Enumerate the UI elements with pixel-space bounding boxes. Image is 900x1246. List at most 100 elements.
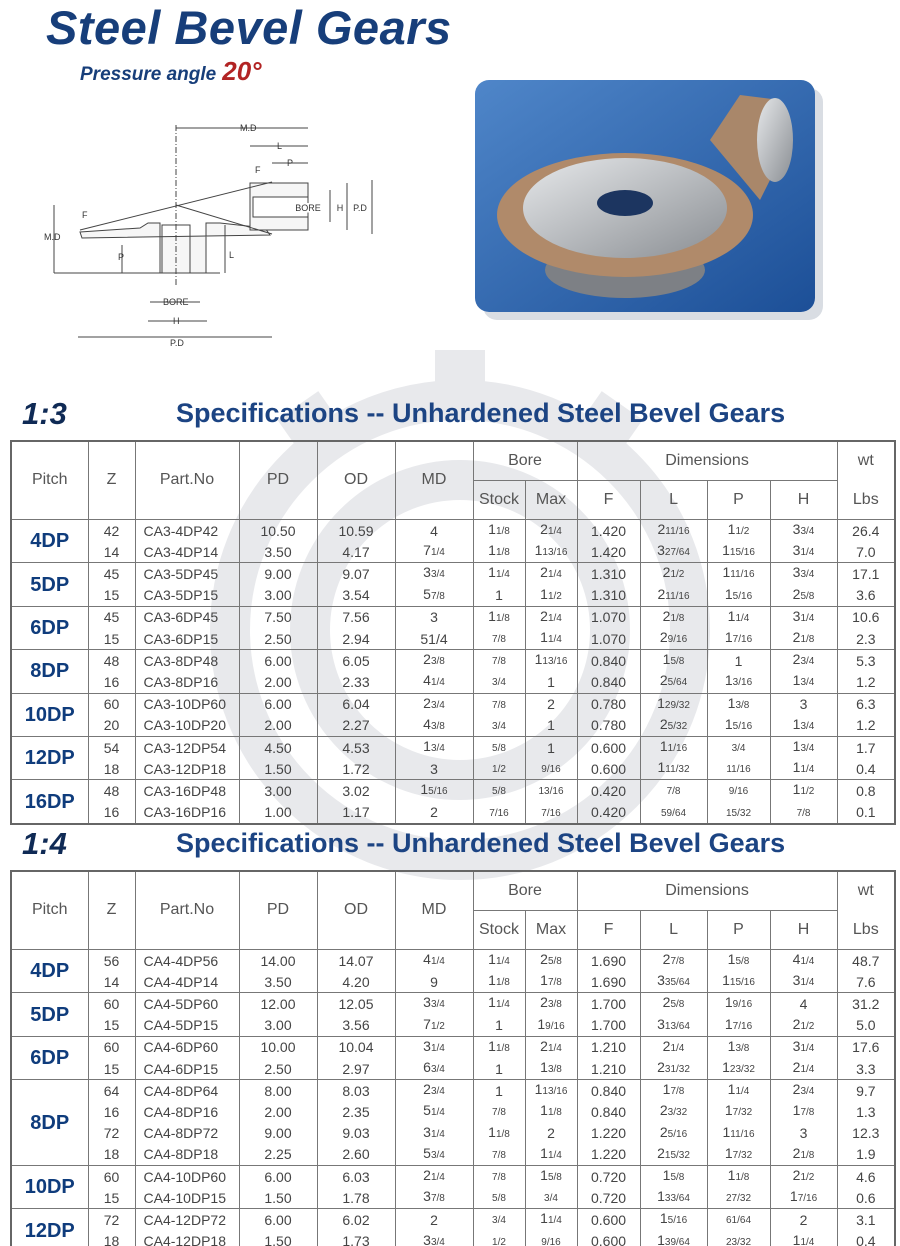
cell-wt: 7.6: [836, 971, 896, 994]
cell-z: 45: [87, 562, 136, 585]
cell-wt: 9.7: [836, 1079, 896, 1102]
cell-h: 4: [769, 992, 838, 1015]
label-l-top: L: [277, 141, 282, 151]
cell-h: 23/4: [769, 1079, 838, 1102]
cell-f: 0.420: [576, 801, 641, 825]
cell-max: 11/4: [524, 1143, 578, 1167]
cell-part: CA4-8DP64: [134, 1079, 240, 1102]
cell-part: CA4-4DP14: [134, 971, 240, 994]
cell-wt: 0.6: [836, 1187, 896, 1210]
cell-h: 21/2: [769, 1014, 838, 1037]
cell-part: CA3-10DP20: [134, 714, 240, 738]
cell-md: 3: [394, 758, 474, 781]
cell-pd: 1.50: [238, 1230, 318, 1246]
table-2-title: Specifications -- Unhardened Steel Bevel…: [176, 828, 786, 858]
label-bore-bottom: BORE: [163, 297, 189, 307]
table-row: 4DP 42 CA3-4DP42 10.50 10.59 4 11/8 21/4 1.420 21…: [10, 518, 896, 564]
cell-p: 27/32: [706, 1187, 771, 1210]
cell-part: CA3-12DP18: [134, 758, 240, 781]
cell-p: 13/8: [706, 693, 771, 715]
cell-l: 211/16: [639, 584, 708, 607]
cell-z: 15: [87, 628, 136, 651]
cell-od: 3.54: [316, 584, 396, 607]
cell-part: CA4-10DP15: [134, 1187, 240, 1210]
cell-max: 13/8: [524, 1058, 578, 1081]
cell-wt: 5.0: [836, 1014, 896, 1037]
cell-l: 7/8: [639, 779, 708, 802]
table-row: 6DP 45 CA3-6DP45 7.50 7.56 3 11/8 21/4 1.070 21/8…: [10, 605, 896, 651]
cell-pd: 3.50: [238, 541, 318, 564]
cell-md: 9: [394, 971, 474, 994]
label-bore-right: BORE: [295, 203, 321, 213]
cell-stock: 7/8: [472, 1101, 526, 1123]
table-row: 15 CA3-5DP15 3.00 3.54 57/8 1 11/2 1.310 211/16 1…: [11, 584, 896, 607]
cell-md: 51/4: [394, 628, 474, 651]
cell-h: 17/16: [769, 1187, 838, 1210]
cell-wt: 1.7: [836, 736, 896, 759]
cell-wt: 0.4: [836, 758, 896, 781]
label-pd-right: P.D: [353, 203, 367, 213]
col-md: MD: [394, 440, 474, 520]
cell-max: 1: [524, 736, 578, 759]
col-max: Max: [524, 480, 578, 520]
cell-p: 11/4: [706, 606, 771, 629]
cell-stock: 11/8: [472, 606, 526, 629]
cell-wt: 3.6: [836, 584, 896, 607]
cell-md: 53/4: [394, 1143, 474, 1167]
cell-f: 0.780: [576, 714, 641, 738]
table-row: 18 CA3-12DP18 1.50 1.72 3 1/2 9/16 0.600 111/32 1…: [11, 758, 896, 781]
cell-max: 9/16: [524, 758, 578, 781]
cell-wt: 0.4: [836, 1230, 896, 1246]
cell-max: 9/16: [524, 1230, 578, 1246]
cell-part: CA4-8DP16: [134, 1101, 240, 1123]
col-dimensions: Dimensions: [576, 870, 838, 911]
table-row: 5DP 60 CA4-5DP60 12.00 12.05 33/4 11/4 23/8 1.70…: [10, 992, 896, 1037]
cell-f: 0.780: [576, 693, 641, 715]
label-f-top: F: [255, 165, 261, 175]
cell-p: 19/16: [706, 992, 771, 1015]
cell-pd: 9.00: [238, 562, 318, 585]
cell-part: CA3-16DP16: [134, 801, 240, 825]
pitch-cell: 5DP: [10, 562, 89, 607]
cell-md: 23/4: [394, 1079, 474, 1102]
cell-f: 1.690: [576, 971, 641, 994]
pressure-angle-value: 20°: [222, 56, 262, 86]
label-p-top: P: [287, 158, 293, 168]
cell-h: 21/8: [769, 1143, 838, 1167]
cell-stock: 7/8: [472, 693, 526, 715]
cell-stock: 7/16: [472, 801, 526, 825]
cell-l: 29/16: [639, 628, 708, 651]
cell-max: 113/16: [524, 1079, 578, 1102]
ratio-1-3: 1:3: [22, 396, 67, 431]
pitch-cell: 6DP: [10, 1035, 89, 1081]
col-f: F: [576, 910, 641, 950]
cell-max: 13/16: [524, 779, 578, 802]
cell-part: CA3-4DP14: [134, 541, 240, 564]
cell-wt: 12.3: [836, 1122, 896, 1144]
col-p: P: [706, 910, 771, 950]
cell-part: CA4-12DP72: [134, 1208, 240, 1231]
cell-part: CA3-6DP15: [134, 628, 240, 651]
cell-od: 1.17: [316, 801, 396, 825]
col-stock: Stock: [472, 910, 526, 950]
cell-max: 21/4: [524, 606, 578, 629]
header-row: Pitch Z Part.No PD OD MD Bore Dimensions wt: [10, 440, 896, 520]
cell-part: CA4-8DP18: [134, 1143, 240, 1167]
cell-wt: 26.4: [836, 519, 896, 542]
cell-wt: 17.1: [836, 562, 896, 585]
cell-od: 6.02: [316, 1208, 396, 1231]
cell-pd: 2.50: [238, 628, 318, 651]
header-row: Pitch Z Part.No PD OD MD Bore Dimensions wt: [10, 870, 896, 950]
col-bore: Bore: [472, 870, 578, 911]
cell-p: 115/16: [706, 971, 771, 994]
cell-md: 2: [394, 1208, 474, 1231]
cell-z: 42: [87, 519, 136, 542]
cell-stock: 7/8: [472, 649, 526, 672]
cell-max: 17/8: [524, 971, 578, 994]
cell-l: 23/32: [639, 1101, 708, 1123]
cell-od: 3.56: [316, 1014, 396, 1037]
cell-wt: 4.6: [836, 1165, 896, 1188]
cell-h: 11/2: [769, 779, 838, 802]
cell-z: 60: [87, 693, 136, 715]
cell-stock: 11/8: [472, 1036, 526, 1059]
